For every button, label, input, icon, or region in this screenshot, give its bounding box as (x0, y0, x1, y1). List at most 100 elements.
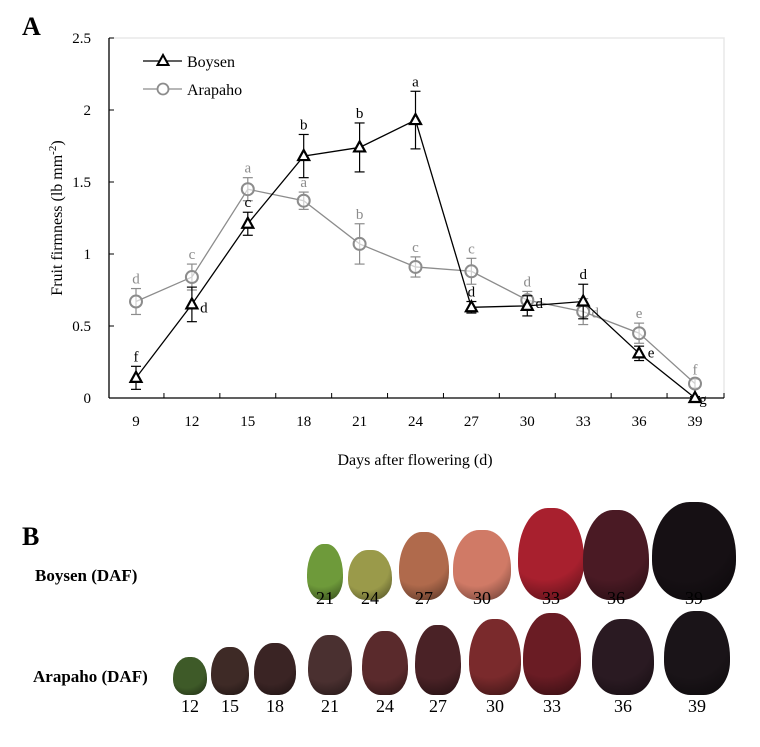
significance-letter: e (648, 345, 655, 361)
y-tick-label: 2 (84, 103, 92, 119)
y-tick-label: 2.5 (72, 31, 91, 47)
data-point-triangle (296, 147, 312, 162)
legend-circle-icon (156, 82, 170, 96)
arapaho-day-label: 15 (221, 696, 239, 716)
y-tick-label: 1 (84, 247, 92, 263)
data-point-circle (184, 270, 199, 285)
plot-frame (109, 37, 725, 398)
arapaho-berry-photo (523, 613, 581, 695)
data-point-triangle (352, 139, 367, 153)
x-tick-label: 15 (240, 414, 255, 430)
data-point-triangle (631, 345, 647, 359)
data-point-circle (296, 193, 311, 208)
data-point-circle (240, 182, 255, 197)
legend-label: Arapaho (187, 82, 242, 99)
panel-a-label: A (22, 12, 41, 41)
y-tick-label: 1.5 (72, 175, 91, 191)
significance-letter: b (356, 207, 364, 223)
significance-letter: d (524, 274, 532, 290)
x-tick-label: 12 (184, 414, 199, 430)
boysen-berry-photo (583, 510, 649, 600)
arapaho-berry-photo (308, 635, 352, 695)
data-point-circle (632, 326, 647, 341)
legend-triangle-icon (155, 52, 171, 66)
significance-letter: d (132, 272, 140, 288)
boysen-day-label: 30 (473, 588, 491, 608)
y-axis-label-main: Fruit firmness (lb mm (49, 154, 66, 295)
arapaho-berry-photo (664, 611, 730, 695)
arapaho-day-label: 24 (376, 696, 394, 716)
x-tick-label: 9 (132, 414, 140, 430)
x-tick-label: 18 (296, 414, 311, 430)
boysen-berry-photo (348, 550, 392, 600)
x-tick-label: 24 (408, 414, 424, 430)
data-point-circle (688, 376, 702, 391)
legend-label: Boysen (187, 54, 235, 71)
arapaho-day-label: 36 (614, 696, 632, 716)
data-point-triangle (240, 215, 256, 229)
arapaho-day-label: 12 (181, 696, 199, 716)
y-tick-label: 0 (84, 391, 92, 407)
significance-letter: c (189, 247, 196, 263)
significance-letter: a (300, 175, 307, 191)
data-point-circle (408, 259, 423, 274)
data-point-triangle (408, 111, 423, 126)
significance-letter: e (636, 306, 643, 322)
firmness-chart: 0 0.5 1 1.5 2 2.5 9 12 15 18 21 24 27 30 33 36 39 d c a a b c… (47, 31, 725, 469)
data-point-triangle (184, 296, 200, 310)
x-tick-label: 36 (632, 414, 648, 430)
significance-letter: d (579, 267, 587, 283)
y-axis-label: Fruit firmness (lb mm-2) (47, 140, 66, 295)
boysen-berry-photo (652, 502, 736, 600)
arapaho-day-label: 27 (429, 696, 447, 716)
panel-b-label: B (22, 522, 40, 551)
boysen-row-label: Boysen (DAF) (35, 566, 138, 585)
significance-letter: b (356, 106, 364, 122)
arapaho-day-label: 30 (486, 696, 504, 716)
data-point-circle (129, 294, 143, 309)
arapaho-berry-photo (362, 631, 408, 695)
significance-letter: c (468, 241, 475, 257)
boysen-berry-photo (453, 530, 511, 600)
boysen-day-label: 24 (361, 588, 379, 608)
data-point-triangle (519, 297, 535, 311)
x-tick-label: 33 (576, 414, 591, 430)
legend-item-boysen: Boysen (143, 52, 235, 71)
boysen-day-label: 21 (316, 588, 334, 608)
y-axis-label-end: ) (49, 140, 66, 145)
boysen-day-label: 36 (607, 588, 625, 608)
y-axis-label-sup: -2 (47, 146, 59, 155)
arapaho-day-label: 39 (688, 696, 706, 716)
significance-letter: d (536, 296, 544, 312)
arapaho-day-label: 18 (266, 696, 284, 716)
y-tick-label: 0.5 (72, 319, 91, 335)
significance-letter: d (468, 285, 476, 301)
data-point-circle (464, 264, 479, 279)
arapaho-berry-photo (254, 643, 296, 695)
boysen-day-label: 39 (685, 588, 703, 608)
arapaho-berry-photo (211, 647, 249, 695)
data-point-triangle (464, 298, 479, 313)
significance-letter: a (412, 74, 419, 90)
x-axis-label: Days after flowering (d) (337, 452, 492, 469)
significance-letter: a (244, 161, 251, 177)
boysen-day-label: 33 (542, 588, 560, 608)
boysen-berry-photo (307, 544, 343, 600)
significance-letter: g (699, 392, 707, 408)
significance-letter: c (244, 195, 251, 211)
arapaho-berry-photo (415, 625, 461, 695)
significance-letter: d (200, 300, 208, 316)
data-point-circle (352, 236, 367, 251)
legend-item-arapaho: Arapaho (143, 82, 242, 99)
arapaho-berry-photo (469, 619, 521, 695)
arapaho-berry-photo (173, 657, 207, 695)
data-point-triangle (687, 389, 703, 404)
arapaho-row-label: Arapaho (DAF) (33, 667, 148, 686)
arapaho-day-label: 33 (543, 696, 561, 716)
data-point-triangle (128, 369, 144, 383)
arapaho-day-label: 21 (321, 696, 339, 716)
significance-letter: f (134, 349, 139, 365)
significance-letter: c (412, 240, 419, 256)
boysen-day-label: 27 (415, 588, 433, 608)
